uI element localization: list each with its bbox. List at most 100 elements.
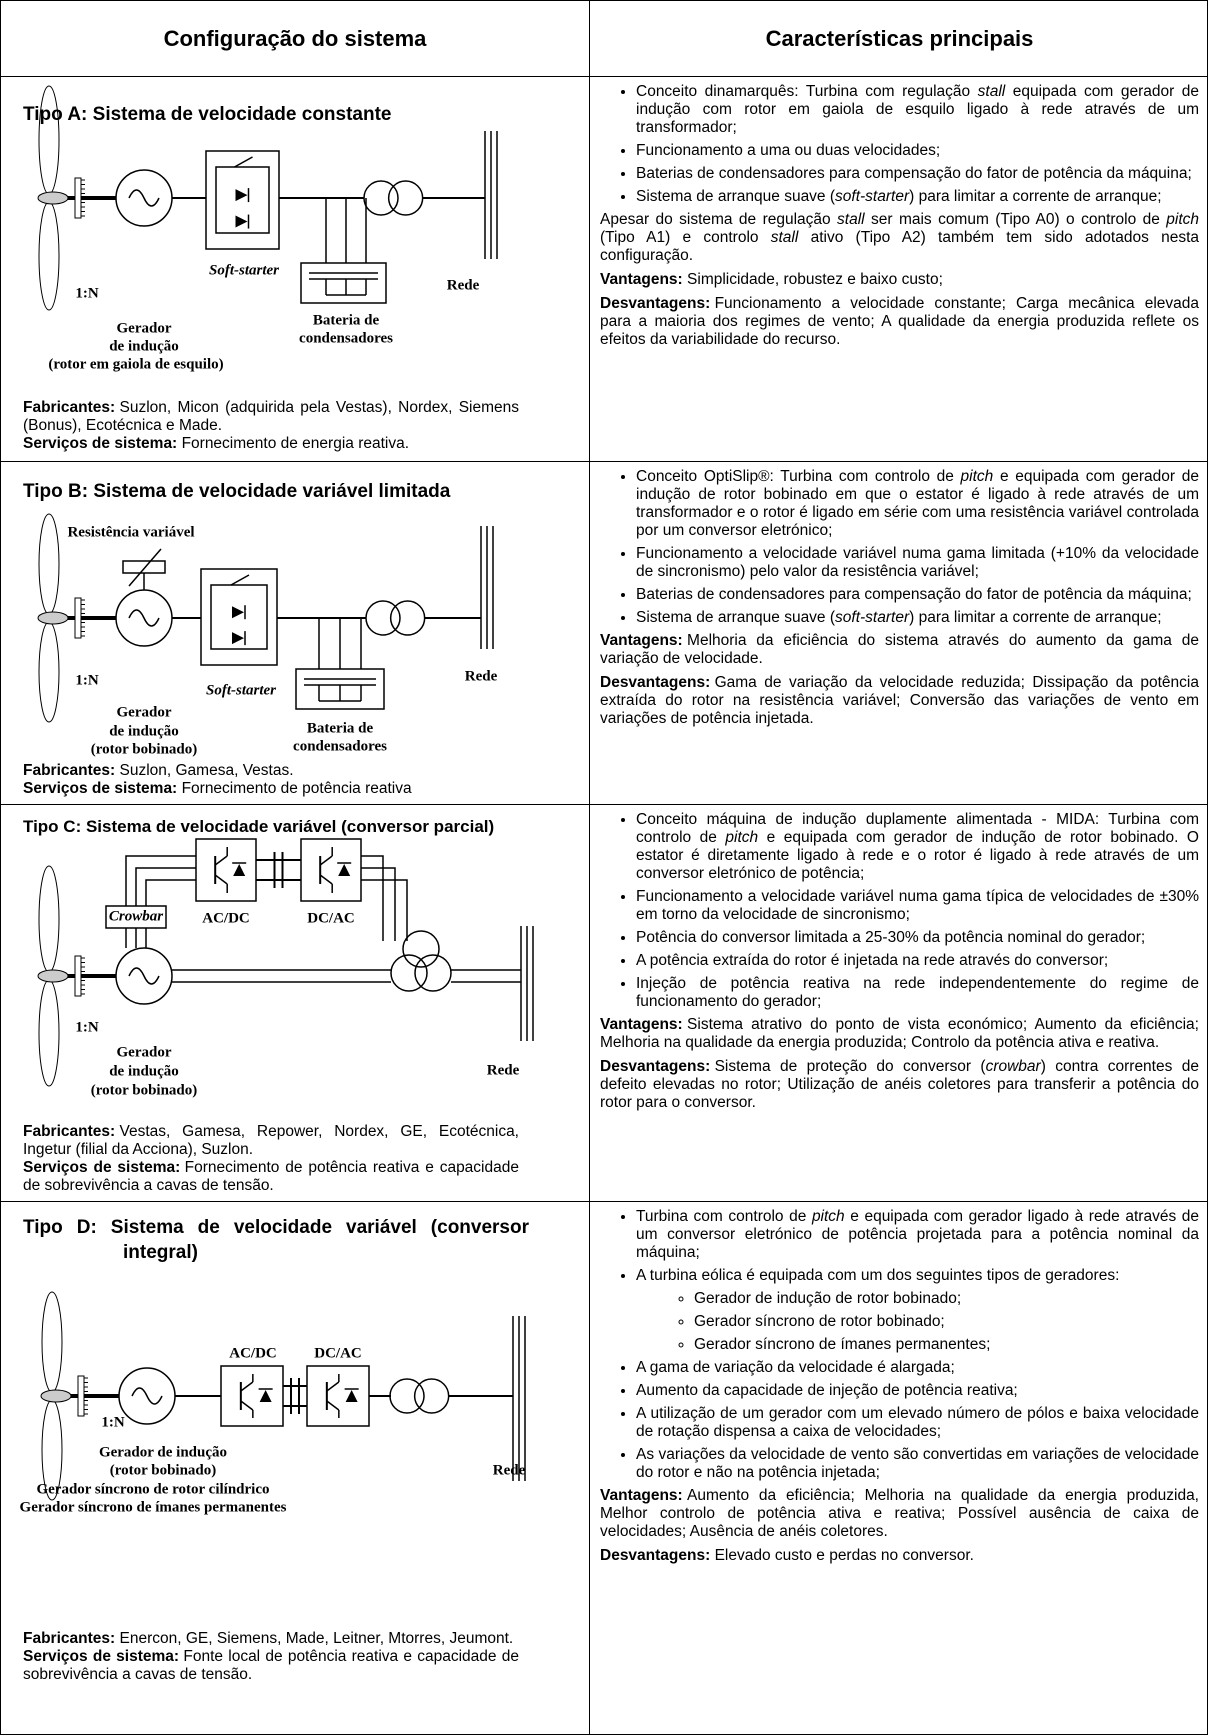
converter xyxy=(300,838,362,902)
wire xyxy=(240,1381,254,1392)
text: e equipada com gerador de indução de rot… xyxy=(636,468,1199,539)
text: Injeção de potência reativa na rede inde… xyxy=(636,975,1199,1010)
bullet: Sistema de arranque suave (soft-starter)… xyxy=(636,188,1199,206)
sub-bullet: Gerador síncrono de ímanes permanentes; xyxy=(694,1336,1199,1354)
diagram-label: (rotor bobinado) xyxy=(110,1462,217,1478)
generator-symbol xyxy=(128,967,160,985)
italic-text: soft-starter xyxy=(835,188,910,205)
bullet: Injeção de potência reativa na rede inde… xyxy=(636,975,1199,1011)
wire xyxy=(319,855,333,866)
characteristics-cell: Conceito dinamarquês: Turbina com regula… xyxy=(590,77,1207,461)
label: Serviços de sistema: xyxy=(23,780,178,797)
note: Desvantagens: Gama de variação da velocid… xyxy=(600,674,1199,728)
diagram-label: Gerador xyxy=(117,320,172,336)
diagram-label: Soft-starter xyxy=(209,262,279,278)
italic-text: pitch xyxy=(960,468,994,485)
diagram-label: Crowbar xyxy=(109,908,163,924)
diagram-label: (rotor bobinado) xyxy=(91,741,198,757)
text: A turbina eólica é equipada com um dos s… xyxy=(636,1267,1120,1284)
bullet: Funcionamento a uma ou duas velocidades; xyxy=(636,142,1199,160)
converter xyxy=(195,838,257,902)
system-footer: Fabricantes: Suzlon, Micon (adquirida pel… xyxy=(23,399,519,453)
note: Vantagens: Melhoria da eficiência do sist… xyxy=(600,632,1199,668)
wire xyxy=(361,855,384,941)
text: equipada com gerador de indução com roto… xyxy=(636,83,1199,136)
column-divider xyxy=(589,1,590,1734)
wire xyxy=(214,874,228,885)
diagram-label: Soft-starter xyxy=(206,682,276,698)
manufacturers: Fabricantes: Suzlon, Gamesa, Vestas. xyxy=(23,762,519,780)
diagram-label: DC/AC xyxy=(307,910,355,926)
manufacturers: Fabricantes: Vestas, Gamesa, Repower, Nor… xyxy=(23,1123,519,1159)
diagram-label: 1:N xyxy=(75,1019,98,1035)
text: Turbina com controlo de xyxy=(636,1208,812,1225)
bullet: A utilização de um gerador com um elevad… xyxy=(636,1405,1199,1441)
text: Conceito OptiSlip®: Turbina com controlo… xyxy=(636,468,961,485)
text: Aumento da eficiência; Melhoria na quali… xyxy=(600,1487,1199,1540)
row-divider xyxy=(1,76,1207,77)
wire xyxy=(240,1400,254,1411)
diagram-label: de indução xyxy=(109,1063,179,1079)
text: (Tipo A1) e controlo xyxy=(600,229,771,246)
note: Desvantagens: Sistema de proteção do conv… xyxy=(600,1058,1199,1112)
label: Vantagens: xyxy=(600,271,683,288)
diode xyxy=(232,632,244,645)
diode xyxy=(235,189,248,202)
text: A potência extraída do rotor é injetada … xyxy=(636,952,1109,969)
bullet: Conceito OptiSlip®: Turbina com controlo… xyxy=(636,468,1199,540)
text: Suzlon, Micon (adquirida pela Vestas), N… xyxy=(23,399,519,434)
label: Vantagens: xyxy=(600,1016,683,1033)
note: Vantagens: Simplicidade, robustez e baixo… xyxy=(600,271,1199,289)
manufacturers: Fabricantes: Enercon, GE, Siemens, Made, … xyxy=(23,1630,519,1648)
diagram-label: Rede xyxy=(447,277,480,293)
row-title: Tipo A: Sistema de velocidade constante xyxy=(23,104,392,125)
transformer xyxy=(414,954,452,992)
diagram-label: AC/DC xyxy=(229,1345,277,1361)
row-divider xyxy=(1,1201,1207,1202)
bullet: Conceito dinamarquês: Turbina com regula… xyxy=(636,83,1199,137)
text: Sistema atrativo do ponto de vista econó… xyxy=(600,1016,1199,1051)
text: e equipada com gerador ligado à rede atr… xyxy=(636,1208,1200,1261)
converter xyxy=(306,1365,370,1427)
diagram-label: (rotor em gaiola de esquilo) xyxy=(48,356,223,372)
services: Serviços de sistema: Fonte local de potên… xyxy=(23,1648,519,1684)
generator-symbol xyxy=(128,189,160,207)
text: Apesar do sistema de regulação xyxy=(600,211,838,228)
diagram-label: (rotor bobinado) xyxy=(91,1082,198,1098)
diagram-label: Gerador síncrono de rotor cilíndrico xyxy=(36,1481,269,1497)
text: Melhoria da eficiência do sistema atravé… xyxy=(600,632,1199,667)
diode xyxy=(259,1390,272,1402)
transformer xyxy=(389,1378,425,1414)
bullet: Turbina com controlo de pitch e equipada… xyxy=(636,1208,1199,1262)
diagram-label: de indução xyxy=(109,338,179,354)
label: Fabricantes: xyxy=(23,399,116,416)
row-title: Tipo D: Sistema de velocidade variável (… xyxy=(23,1217,529,1263)
bullet: Aumento da capacidade de injeção de potê… xyxy=(636,1382,1199,1400)
text: Gerador síncrono de rotor bobinado; xyxy=(694,1313,945,1330)
text: Conceito máquina de indução duplamente a… xyxy=(636,811,1199,846)
text: e equipada com gerador de indução de rot… xyxy=(636,829,1199,882)
transformer xyxy=(365,600,401,636)
diagram-label: Bateria de xyxy=(307,720,374,736)
diagram-label: 1:N xyxy=(101,1414,124,1430)
services: Serviços de sistema: Fornecimento de ener… xyxy=(23,435,519,453)
row-title: Tipo C: Sistema de velocidade variável (… xyxy=(23,817,495,836)
text: A utilização de um gerador com um elevad… xyxy=(636,1405,1199,1440)
bullet: Potência do conversor limitada a 25-30% … xyxy=(636,929,1199,947)
text: Funcionamento a uma ou duas velocidades; xyxy=(636,142,941,159)
italic-text: stall xyxy=(977,83,1006,100)
label: Vantagens: xyxy=(600,1487,683,1504)
bullet: Baterias de condensadores para compensaç… xyxy=(636,165,1199,183)
note: Vantagens: Aumento da eficiência; Melhori… xyxy=(600,1487,1199,1541)
diagram-label: Gerador xyxy=(117,704,172,720)
sub-bullet: Gerador de indução de rotor bobinado; xyxy=(694,1290,1199,1308)
text: ) contra correntes de defeito elevadas n… xyxy=(600,1058,1199,1111)
diagram-label: condensadores xyxy=(299,330,393,346)
label: Fabricantes: xyxy=(23,1630,116,1647)
diagram-label: Rede xyxy=(487,1062,520,1078)
text: ) para limitar a corrente de arranque; xyxy=(909,188,1162,205)
diagram-label: AC/DC xyxy=(202,910,250,926)
bullet: A turbina eólica é equipada com um dos s… xyxy=(636,1267,1199,1354)
transformer xyxy=(390,954,428,992)
generator xyxy=(115,947,173,1005)
